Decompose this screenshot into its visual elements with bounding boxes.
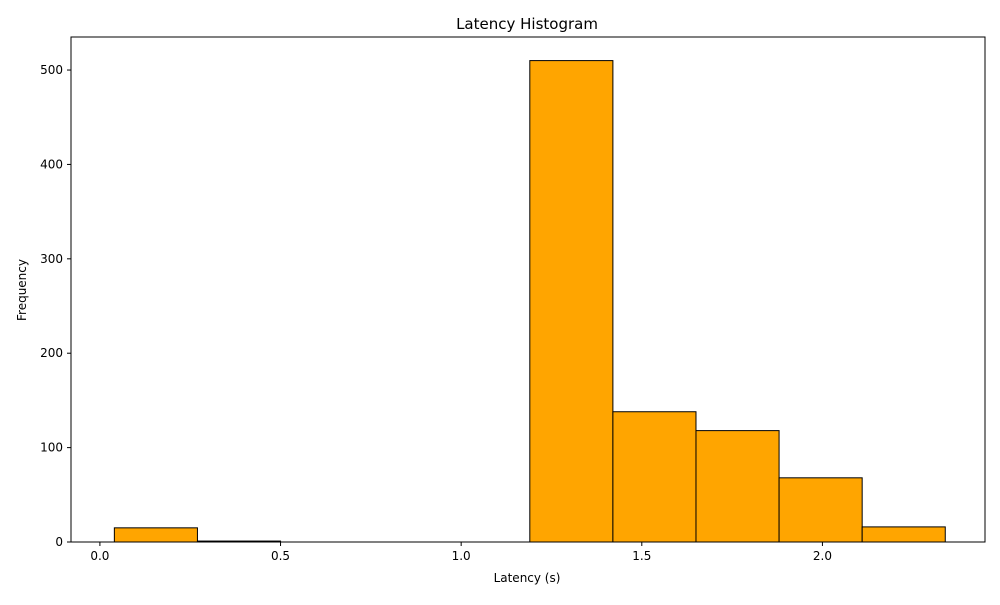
histogram-bar-5: [529, 60, 614, 543]
histogram-bar-0: [113, 527, 198, 543]
x-axis-label: Latency (s): [494, 571, 561, 585]
y-tick-label: 200: [40, 346, 63, 360]
x-tick-label: 2.0: [813, 549, 832, 563]
y-tick-label: 400: [40, 157, 63, 171]
x-tick-label: 1.0: [452, 549, 471, 563]
y-tick-label: 100: [40, 441, 63, 455]
y-axis-label: Frequency: [15, 259, 29, 321]
y-tick-label: 0: [55, 535, 63, 549]
x-tick-label: 0.5: [271, 549, 290, 563]
histogram-bar-7: [695, 430, 780, 543]
x-tick-label: 1.5: [632, 549, 651, 563]
y-tick-label: 300: [40, 252, 63, 266]
plot-frame: [70, 36, 986, 543]
x-tick-label: 0.0: [90, 549, 109, 563]
histogram-bar-6: [612, 411, 697, 543]
chart-title: Latency Histogram: [456, 15, 598, 33]
y-tick-label: 500: [40, 63, 63, 77]
histogram-bar-8: [778, 477, 863, 543]
bars-layer: [113, 60, 946, 543]
y-axis-ticks: 0 100 200 300 400 500: [40, 63, 71, 549]
histogram-bar-9: [861, 526, 946, 543]
x-axis-ticks: 0.0 0.5 1.0 1.5 2.0: [90, 542, 832, 563]
